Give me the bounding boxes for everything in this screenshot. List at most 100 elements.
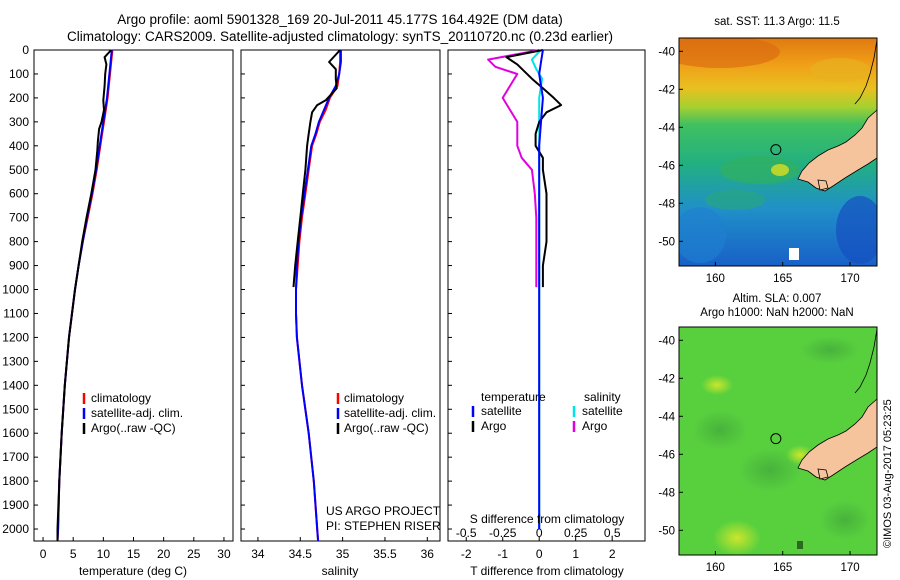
salinity-tick-label: 35.5 xyxy=(373,547,397,561)
difference-axis: -2 -1 0 1 2 -0.5 -0.25 0 0.25 0.5 xyxy=(456,526,621,561)
depth-tick-label: 1800 xyxy=(2,474,29,488)
sst-map-axes: -40 -42 -44 -46 -48 -50 160 165 170 xyxy=(658,46,859,285)
diff-s-argo-line xyxy=(487,49,540,288)
temperature-tick-label: 20 xyxy=(157,547,171,561)
diff-t-satellite-line xyxy=(538,49,544,529)
difference-s-tick-label: -0.5 xyxy=(456,526,477,540)
sla-dark-patch xyxy=(692,410,748,450)
land-stewart-island xyxy=(817,179,829,191)
lat-tick-label: -46 xyxy=(658,449,675,461)
salinity-satellite-line xyxy=(295,50,342,542)
sst-map-frame xyxy=(678,37,878,267)
chart-title-line2: Climatology: CARS2009. Satellite-adjuste… xyxy=(66,29,614,44)
depth-tick-label: 800 xyxy=(9,235,29,249)
sla-dark-patch xyxy=(819,500,871,540)
lon-tick-label: 170 xyxy=(840,562,859,574)
depth-tick-label: 900 xyxy=(9,259,29,273)
legend-label-satellite: satellite-adj. clim. xyxy=(344,406,436,420)
lat-tick-label: -40 xyxy=(658,335,675,347)
project-note: US ARGO PROJECT xyxy=(326,504,441,518)
sst-warm-patch xyxy=(810,58,870,82)
sla-map-title-line1: Altim. SLA: 0.007 xyxy=(733,293,822,305)
depth-tick-label: 1700 xyxy=(2,450,29,464)
lon-tick-label: 160 xyxy=(706,562,725,574)
temperature-tick-label: 5 xyxy=(70,547,77,561)
difference-plot-frame xyxy=(447,49,646,542)
sla-map-frame xyxy=(678,326,878,556)
lat-tick-label: -50 xyxy=(658,236,675,248)
sla-yellow-patch xyxy=(701,375,733,395)
difference-t-tick-label: -2 xyxy=(461,547,472,561)
lat-tick-label: -50 xyxy=(658,525,675,537)
difference-xlabel: T difference from climatology xyxy=(470,564,624,578)
difference-s-tick-label: 0 xyxy=(536,526,543,540)
temperature-tick-label: 10 xyxy=(97,547,111,561)
difference-t-tick-label: -1 xyxy=(497,547,508,561)
sla-map-title-line2: Argo h1000: NaN h2000: NaN xyxy=(700,307,853,319)
lon-tick-label: 160 xyxy=(706,273,725,285)
sla-dark-patch xyxy=(800,336,860,364)
land-south-island-nz xyxy=(797,398,877,481)
sst-blue-patch xyxy=(836,196,877,264)
depth-tick-label: 2000 xyxy=(2,522,29,536)
depth-tick-label: 600 xyxy=(9,187,29,201)
salinity-plot-frame xyxy=(240,49,441,542)
depth-tick-label: 1000 xyxy=(2,283,29,297)
difference-top-label: S difference from climatology xyxy=(470,512,625,526)
lat-tick-label: -40 xyxy=(658,46,675,58)
sla-map xyxy=(679,327,877,555)
depth-tick-label: 1400 xyxy=(2,378,29,392)
legend-label-t-argo: Argo xyxy=(481,419,507,433)
depth-tick-label: 1200 xyxy=(2,330,29,344)
temperature-tick-label: 25 xyxy=(187,547,201,561)
depth-tick-label: 1100 xyxy=(3,306,29,320)
lat-tick-label: -44 xyxy=(658,411,675,423)
temperature-argo-line xyxy=(56,49,112,541)
lat-tick-label: -46 xyxy=(658,160,675,172)
temperature-tick-label: 30 xyxy=(217,547,231,561)
temperature-plot-frame xyxy=(33,49,234,542)
legend-label-satellite: satellite-adj. clim. xyxy=(91,406,183,420)
land-missing-data xyxy=(789,248,799,260)
sla-float-marker xyxy=(770,433,782,445)
sst-green-patch xyxy=(720,156,800,184)
lat-tick-label: -42 xyxy=(658,84,675,96)
sst-float-marker xyxy=(770,144,782,156)
difference-s-tick-label: 0.5 xyxy=(604,526,621,540)
sla-dark-patch xyxy=(738,448,802,492)
temperature-legend: climatology satellite-adj. clim. Argo(..… xyxy=(82,391,183,435)
land-north-coast xyxy=(854,328,877,394)
salinity-xlabel: salinity xyxy=(322,564,359,578)
land-north-coast xyxy=(854,39,877,105)
depth-tick-label: 300 xyxy=(9,115,29,129)
salinity-legend: climatology satellite-adj. clim. Argo(..… xyxy=(336,391,436,435)
difference-legend: temperature salinity satellite Argo sate… xyxy=(471,390,623,433)
footer-stamp: ©IMOS 03-Aug-2017 05:23:25 xyxy=(882,399,894,548)
depth-tick-label: 1600 xyxy=(2,426,29,440)
legend-title-temperature: temperature xyxy=(481,390,546,404)
sst-green-patch xyxy=(705,190,765,210)
depth-axis: 0 100 200 300 400 500 600 700 800 900 1000 1100 1200… xyxy=(2,43,452,536)
temperature-climatology-line xyxy=(56,49,114,542)
legend-label-climatology: climatology xyxy=(91,391,151,405)
sla-map-axes: -40 -42 -44 -46 -48 -50 160 165 170 xyxy=(658,335,859,574)
salinity-tick-label: 36 xyxy=(421,547,435,561)
sst-map-title: sat. SST: 11.3 Argo: 11.5 xyxy=(714,16,840,28)
land-stewart-island xyxy=(817,468,829,480)
lon-tick-label: 165 xyxy=(773,562,792,574)
lon-tick-label: 165 xyxy=(773,273,792,285)
diff-t-argo-line xyxy=(505,49,563,288)
salinity-tick-label: 35 xyxy=(336,547,350,561)
difference-t-tick-label: 2 xyxy=(609,547,616,561)
land-south-island-nz xyxy=(797,109,877,192)
legend-label-s-argo: Argo xyxy=(582,419,608,433)
sst-blue-patch xyxy=(679,207,726,263)
sst-map xyxy=(679,38,877,266)
depth-tick-label: 200 xyxy=(9,91,29,105)
pi-note: PI: STEPHEN RISER xyxy=(326,519,441,533)
land-missing-data xyxy=(797,541,803,549)
salinity-tick-label: 34 xyxy=(251,547,265,561)
depth-tick-label: 0 xyxy=(22,43,29,57)
depth-tick-label: 500 xyxy=(9,163,29,177)
sst-yellow-patch xyxy=(771,164,789,176)
